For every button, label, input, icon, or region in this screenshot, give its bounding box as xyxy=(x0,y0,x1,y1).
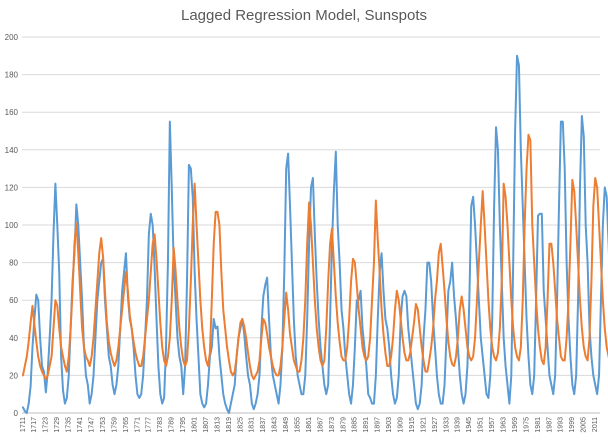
x-tick-label: 1777 xyxy=(146,417,153,433)
x-tick-label: 1909 xyxy=(398,417,405,433)
y-tick-label: 20 xyxy=(9,371,18,380)
x-tick-label: 1711 xyxy=(20,417,27,432)
x-tick-label: 1873 xyxy=(329,417,336,433)
x-tick-label: 1813 xyxy=(214,417,221,433)
x-tick-label: 1741 xyxy=(77,417,84,433)
x-tick-label: 1837 xyxy=(260,417,267,433)
x-tick-label: 1831 xyxy=(249,417,256,433)
y-tick-label: 40 xyxy=(9,334,18,343)
x-tick-label: 1993 xyxy=(558,417,565,433)
x-tick-label: 1897 xyxy=(375,417,382,433)
x-tick-label: 1981 xyxy=(535,417,542,433)
y-tick-label: 80 xyxy=(9,259,18,268)
x-tick-label: 1753 xyxy=(100,417,107,433)
x-tick-label: 1819 xyxy=(226,417,233,433)
x-tick-label: 1915 xyxy=(409,417,416,433)
x-tick-label: 1843 xyxy=(272,417,279,433)
x-tick-label: 1807 xyxy=(203,417,210,433)
x-tick-label: 1999 xyxy=(569,417,576,433)
x-tick-label: 1771 xyxy=(134,417,141,433)
x-tick-label: 1849 xyxy=(283,417,290,433)
x-tick-label: 1927 xyxy=(432,417,439,433)
x-tick-label: 2005 xyxy=(581,417,588,433)
x-tick-label: 1783 xyxy=(157,417,164,433)
x-tick-label: 1855 xyxy=(294,417,301,433)
x-tick-label: 1957 xyxy=(489,417,496,433)
x-tick-label: 1729 xyxy=(54,417,61,433)
y-tick-label: 200 xyxy=(5,33,19,42)
x-tick-label: 1969 xyxy=(512,417,519,433)
x-tick-label: 1963 xyxy=(501,417,508,433)
x-tick-label: 1891 xyxy=(363,417,370,433)
y-tick-label: 0 xyxy=(14,409,19,418)
series-line-1 xyxy=(21,54,608,414)
x-tick-label: 1879 xyxy=(340,417,347,433)
x-tick-label: 1921 xyxy=(420,417,427,433)
x-tick-label: 1903 xyxy=(386,417,393,433)
x-tick-label: 2011 xyxy=(592,417,599,432)
y-tick-label: 160 xyxy=(5,108,19,117)
x-tick-label: 1723 xyxy=(43,417,50,433)
chart-title: Lagged Regression Model, Sunspots xyxy=(181,7,427,24)
x-tick-label: 1825 xyxy=(237,417,244,433)
y-tick-label: 140 xyxy=(5,146,19,155)
x-tick-label: 1933 xyxy=(443,417,450,433)
x-tick-label: 1885 xyxy=(352,417,359,433)
x-axis-ticks: 1711 1717 1723 1729 1735 1741 1747 1753 1759 1765… xyxy=(20,417,599,433)
x-tick-label: 1801 xyxy=(191,417,198,433)
series-lines xyxy=(21,54,608,414)
y-axis-ticks: 0 20 40 60 80 100 120 140 160 180 200 xyxy=(5,33,19,418)
x-tick-label: 1747 xyxy=(88,417,95,433)
x-tick-label: 1759 xyxy=(111,417,118,433)
x-tick-label: 1861 xyxy=(306,417,313,433)
x-tick-label: 1939 xyxy=(455,417,462,433)
x-tick-label: 1795 xyxy=(180,417,187,433)
x-tick-label: 1789 xyxy=(169,417,176,433)
y-tick-label: 100 xyxy=(5,221,19,230)
y-tick-label: 180 xyxy=(5,71,19,80)
x-tick-label: 1717 xyxy=(31,417,38,433)
y-tick-label: 120 xyxy=(5,183,19,192)
x-tick-label: 1765 xyxy=(123,417,130,433)
x-tick-label: 1945 xyxy=(466,417,473,433)
x-tick-label: 1735 xyxy=(66,417,73,433)
x-tick-label: 1987 xyxy=(546,417,553,433)
x-tick-label: 1951 xyxy=(478,417,485,433)
x-tick-label: 1975 xyxy=(523,417,530,433)
series-line-2 xyxy=(21,133,608,381)
y-tick-label: 60 xyxy=(9,296,18,305)
x-tick-label: 1867 xyxy=(317,417,324,433)
